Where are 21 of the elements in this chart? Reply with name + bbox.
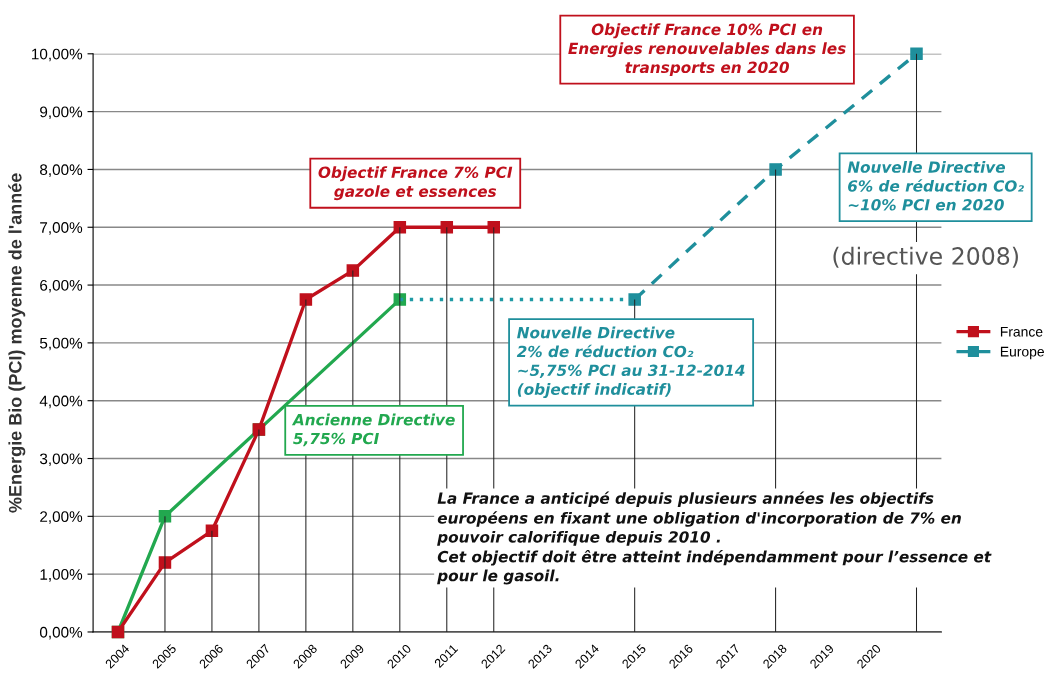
y-tick-label: 4,00% xyxy=(39,395,83,409)
annotation: Nouvelle Directive 6% de réduction CO₂ ~10% PCI en 2020 xyxy=(847,161,1024,211)
y-tick-label: 2,00% xyxy=(40,511,83,524)
y-tick-label: 5,00% xyxy=(39,337,83,351)
annotation: Objectif France 10% PCI en Energies renouvelables dans les transports en 2020 xyxy=(568,23,846,77)
legend-label: Europe xyxy=(1000,346,1044,360)
annotation: (directive 2008) xyxy=(833,246,1018,268)
y-tick-label: 0,00% xyxy=(39,626,83,640)
y-tick-label: 10,00% xyxy=(32,48,83,62)
annotation: Objectif France 7% PCI gazole et essences xyxy=(318,166,513,201)
y-tick-label: 7,00% xyxy=(40,222,83,235)
y-tick-label: 9,00% xyxy=(40,106,83,120)
annotation: Nouvelle Directive 2% de réduction CO₂ ~5,75% PCI au 31-12-2014 (objectif indicatif) xyxy=(516,326,745,399)
y-tick-label: 3,00% xyxy=(39,453,83,467)
y-axis-title: %Energie Bio (PCI) moyenne de l'année xyxy=(8,173,26,513)
annotation: Ancienne Directive 5,75% PCI xyxy=(291,413,455,447)
y-tick-label: 8,00% xyxy=(40,164,83,177)
y-tick-label: 6,00% xyxy=(40,279,83,293)
legend-label: France xyxy=(1000,326,1043,337)
y-tick-label: 1,00% xyxy=(40,569,83,582)
annotation: La France a anticipé depuis plusieurs années les objectifs européens en fixant une obligation d'incorporation de 7% en pouvoir calorifique depuis 2010 . Cet objectif doit être atteint indépendamment pour l’essence et pour le gasoil. xyxy=(437,491,992,585)
